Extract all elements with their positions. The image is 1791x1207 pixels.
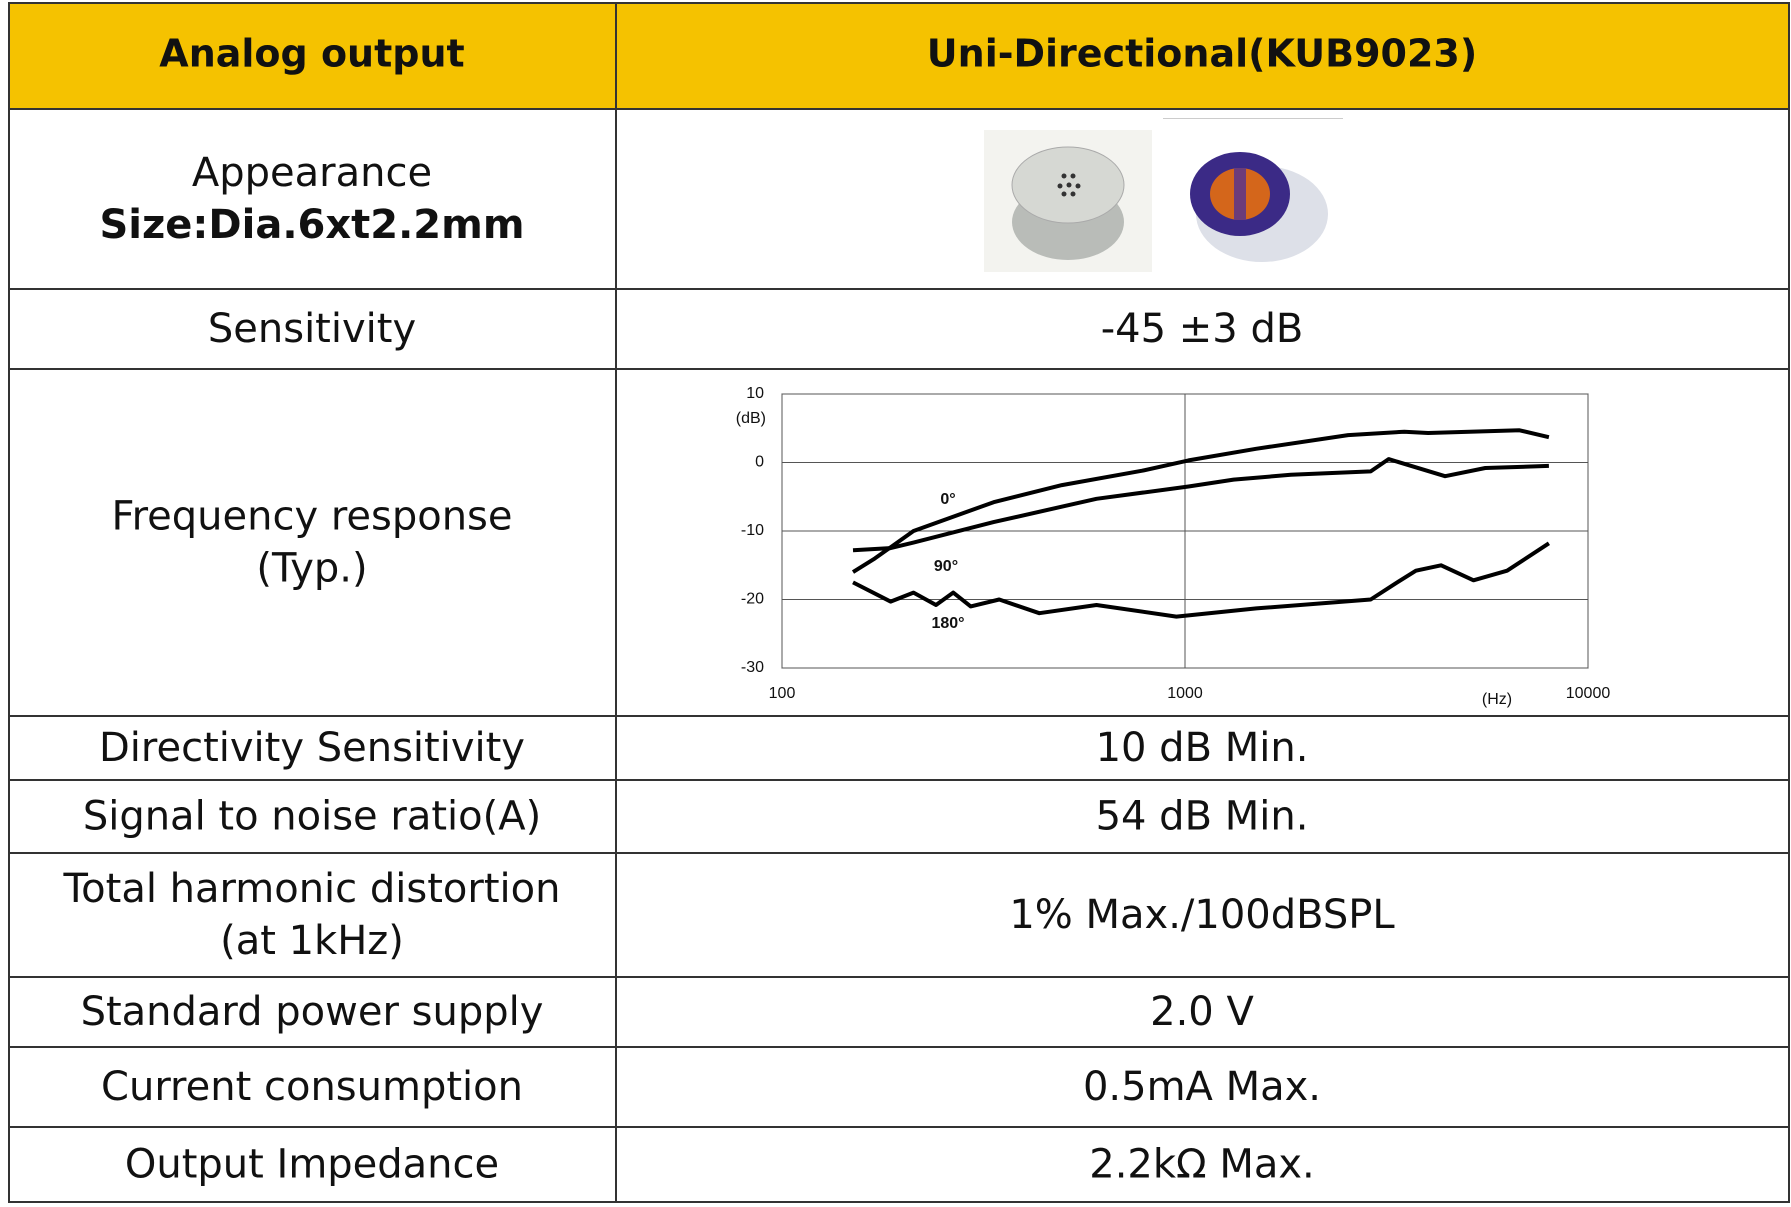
row-value: 0.5mA Max. <box>1083 1064 1321 1110</box>
row-value: 10 dB Min. <box>1096 725 1309 771</box>
row-value: 54 dB Min. <box>1096 794 1309 840</box>
row-value: -45 ±3 dB <box>1101 306 1304 352</box>
header-cell: Analog output <box>159 32 464 76</box>
row-sublabel: (Typ.) <box>256 546 367 592</box>
page: Analog output Uni-Directional(KUB9023) A… <box>0 0 1791 1207</box>
row-label: Appearance <box>192 150 432 196</box>
row-value: 2.2kΩ Max. <box>1089 1142 1314 1188</box>
header-cell: Uni-Directional(KUB9023) <box>927 32 1477 76</box>
x-axis-unit: (Hz) <box>1482 691 1512 708</box>
x-tick-label: 1000 <box>1167 685 1203 702</box>
row-label: Sensitivity <box>208 306 416 352</box>
row-label: Standard power supply <box>81 989 544 1035</box>
row-label: Frequency response <box>111 494 512 540</box>
series-label: 180° <box>931 615 964 632</box>
series-label: 0° <box>940 491 955 508</box>
row-label: Total harmonic distortion <box>63 866 561 912</box>
series-line <box>853 430 1549 572</box>
row-label: Directivity Sensitivity <box>99 725 525 771</box>
mic-images <box>984 118 1343 272</box>
row-label: Current consumption <box>101 1064 523 1110</box>
y-axis-unit: (dB) <box>736 410 766 427</box>
series-label: 90° <box>934 558 958 575</box>
row-sublabel: Size:Dia.6xt2.2mm <box>100 202 525 248</box>
y-tick-label: -10 <box>741 522 764 539</box>
series-line <box>853 459 1549 550</box>
row-value: 1% Max./100dBSPL <box>1009 892 1395 938</box>
spec-table: Analog output Uni-Directional(KUB9023) A… <box>0 0 1791 1203</box>
row-label: Output Impedance <box>125 1142 499 1188</box>
y-tick-label: -20 <box>741 591 764 608</box>
y-tick-label: 0 <box>755 454 764 471</box>
row-value: 2.0 V <box>1150 989 1254 1035</box>
row-label: Signal to noise ratio(A) <box>83 794 541 840</box>
y-tick-label: 10 <box>746 385 764 402</box>
x-tick-label: 10000 <box>1566 685 1611 702</box>
series-line <box>853 543 1549 616</box>
row-sublabel: (at 1kHz) <box>220 918 404 964</box>
x-tick-label: 100 <box>769 685 796 702</box>
y-tick-label: -30 <box>741 659 764 676</box>
